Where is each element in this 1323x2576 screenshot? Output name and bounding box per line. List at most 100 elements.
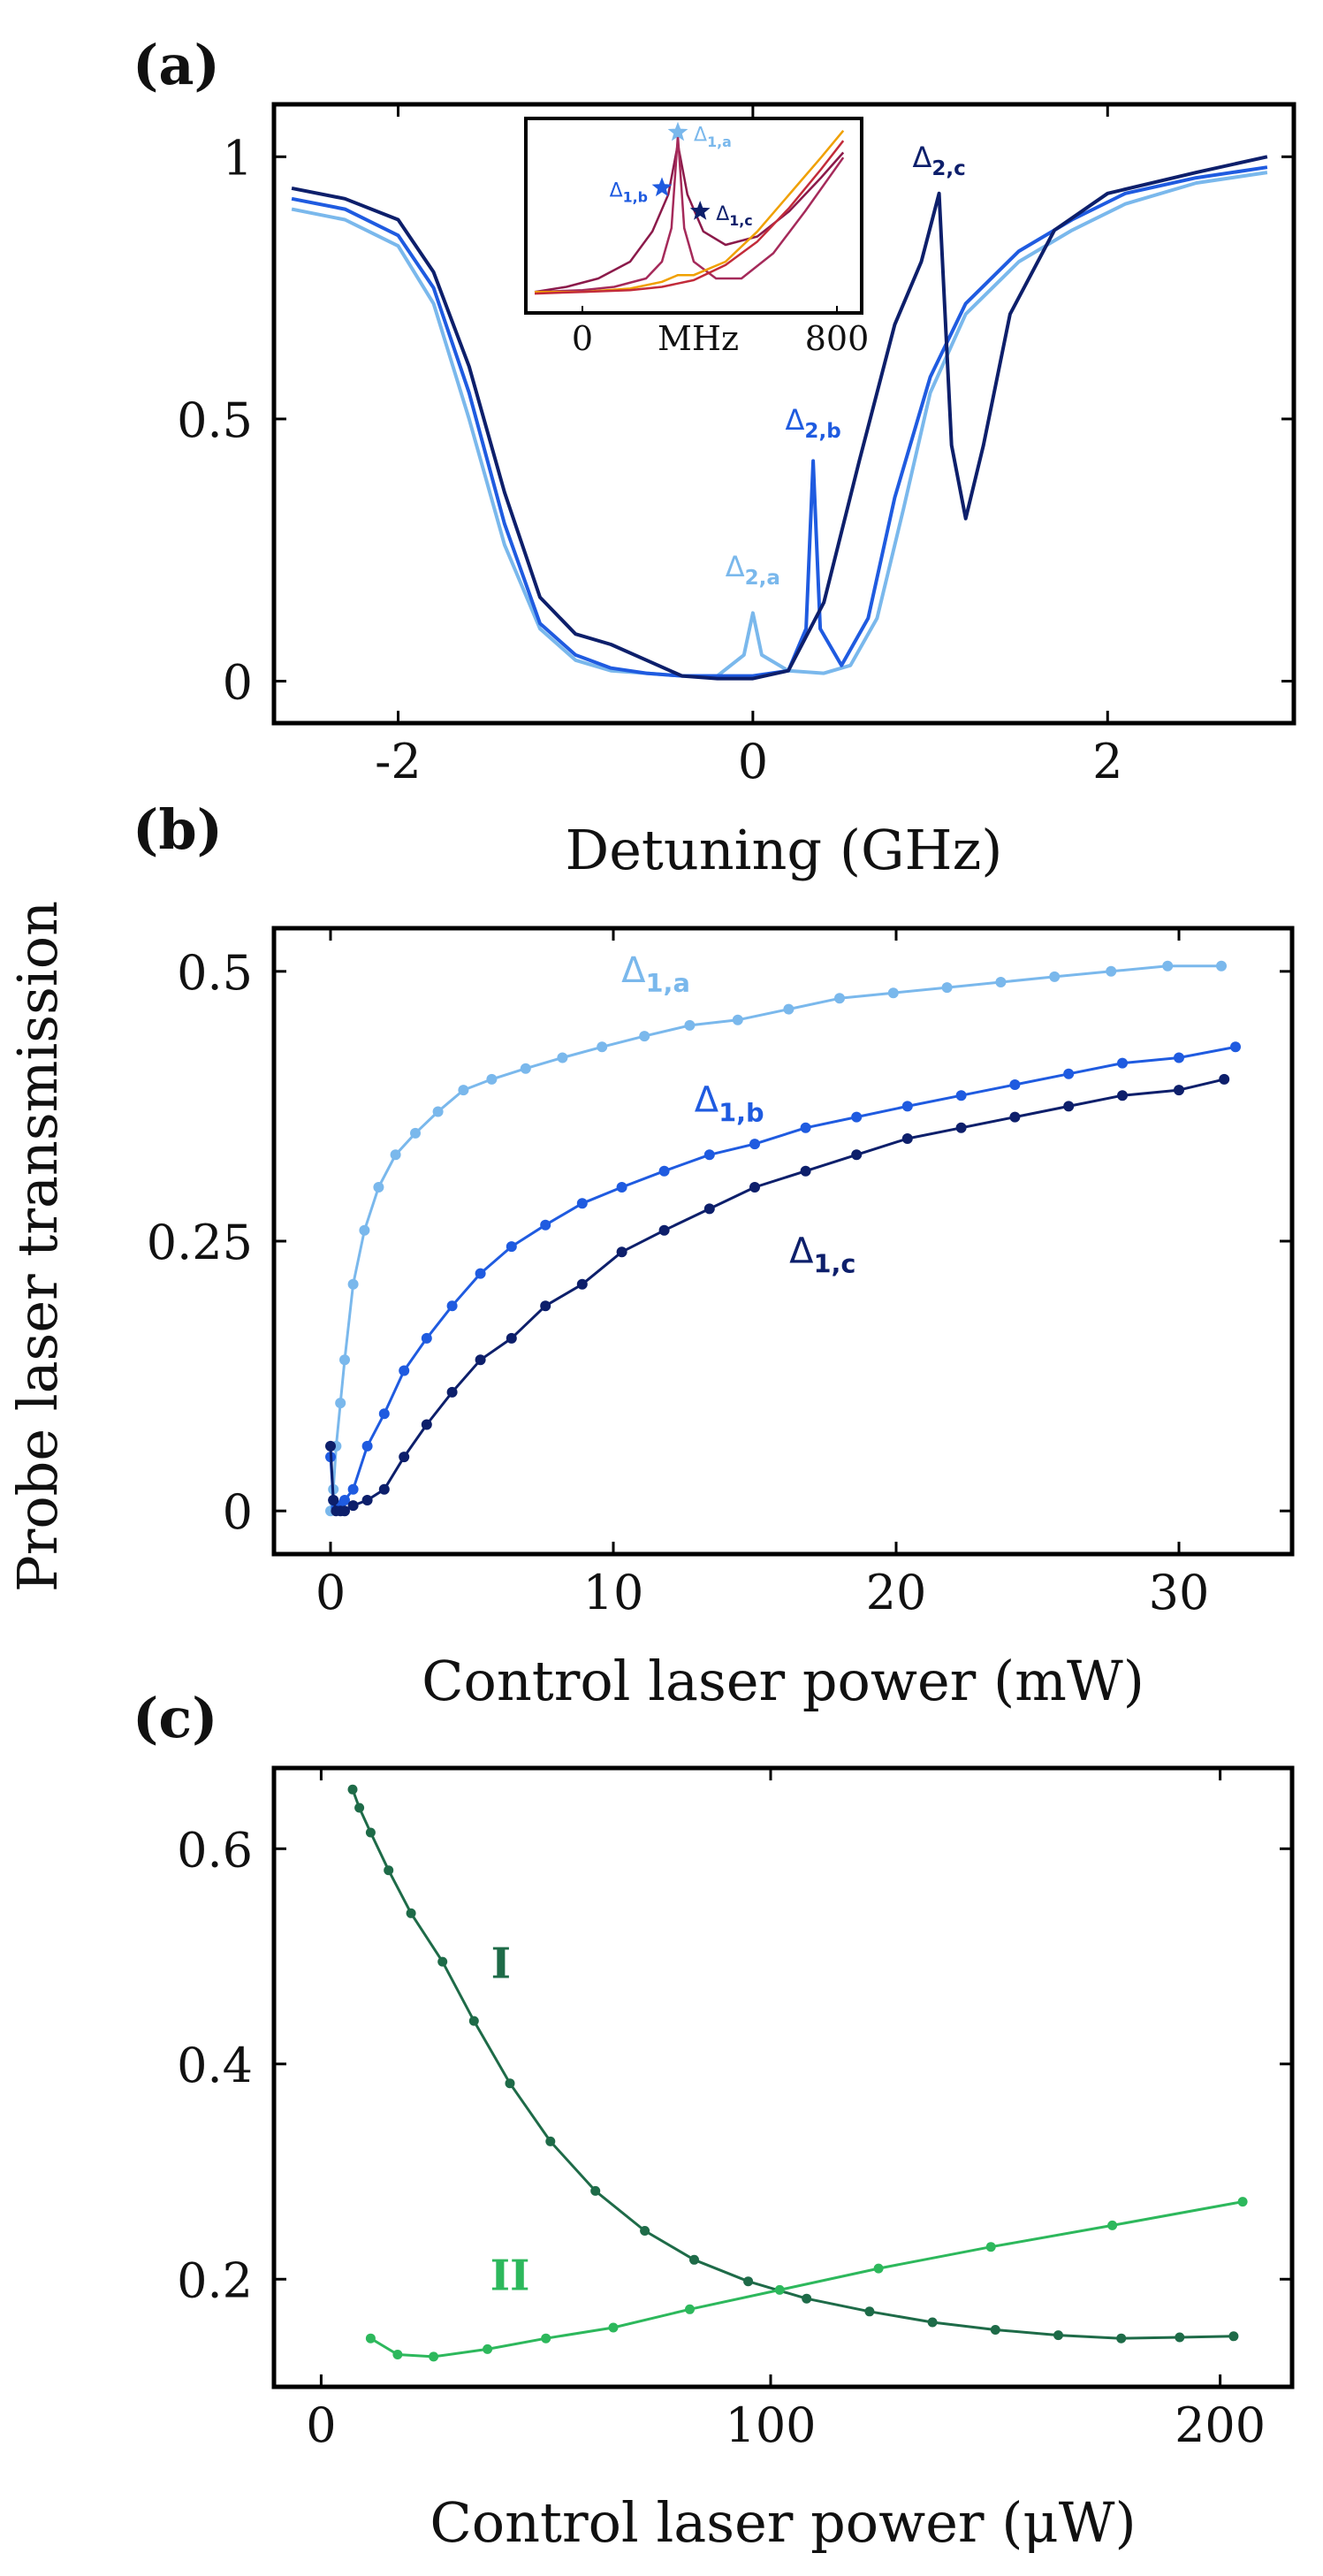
- power-series-point: [955, 1090, 967, 1101]
- microwatt-series-point: [1228, 2331, 1239, 2342]
- x-tick-label: 0: [316, 1565, 346, 1620]
- microwatt-series-point: [384, 1865, 394, 1876]
- power-series-point: [576, 1278, 588, 1290]
- x-tick-label: 10: [583, 1565, 644, 1620]
- power-series-point: [373, 1182, 384, 1193]
- microwatt-series-point: [1175, 2332, 1185, 2343]
- panel-a-letter: (a): [133, 33, 220, 97]
- series-annotation: II: [490, 2251, 530, 2300]
- microwatt-series-point: [347, 1784, 358, 1795]
- power-series-point: [1162, 960, 1174, 972]
- microwatt-series-point: [1237, 2197, 1248, 2207]
- inset-x-axis-label: MHz: [658, 319, 739, 358]
- power-series-point: [361, 1440, 373, 1452]
- power-series-point: [955, 1122, 967, 1133]
- inset-series-red: [534, 140, 845, 295]
- power-series-point: [800, 1165, 811, 1177]
- microwatt-series-point: [365, 2333, 376, 2344]
- microwatt-series-point: [483, 2344, 493, 2354]
- microwatt-series-point: [468, 2016, 479, 2026]
- y-tick-label: 0: [223, 1484, 253, 1540]
- panel-a-chart: Δ2,a Δ2,b Δ2,c -2 0 2 0 0.5 1 Detuning (GHz) Δ1,a Δ…: [177, 102, 1296, 882]
- power-series-point: [446, 1300, 458, 1312]
- panel-c-letter: (c): [133, 1686, 217, 1750]
- power-series-point: [995, 977, 1007, 987]
- power-series-point: [378, 1483, 390, 1495]
- microwatt-series-point: [927, 2317, 938, 2328]
- y-tick-label: 0.5: [177, 392, 253, 448]
- power-series-point: [486, 1073, 498, 1085]
- power-series-point: [1117, 1057, 1128, 1069]
- y-tick-label: 0.6: [177, 1822, 253, 1878]
- x-tick-label: 2: [1092, 734, 1122, 789]
- x-tick-label: -2: [375, 734, 422, 789]
- power-series-point: [540, 1219, 551, 1231]
- power-series-point: [1009, 1079, 1021, 1090]
- microwatt-series-point: [864, 2306, 875, 2317]
- panel-b-letter: (b): [133, 797, 223, 862]
- microwatt-series-point: [990, 2325, 1000, 2335]
- y-tick-label: 0.25: [147, 1215, 253, 1270]
- microwatt-series-point: [354, 1802, 365, 1813]
- series-annotation: Δ1,a: [621, 950, 690, 998]
- power-series-point: [1174, 1085, 1184, 1096]
- power-series-point: [446, 1386, 458, 1398]
- microwatt-series-point: [685, 2304, 695, 2314]
- microwatt-series-point: [505, 2078, 515, 2089]
- power-series-point: [783, 1003, 795, 1015]
- x-tick-label: 100: [725, 2397, 816, 2453]
- power-series-point: [851, 1111, 863, 1123]
- power-series-point: [658, 1165, 670, 1177]
- inset-series-maroon-a: [534, 142, 845, 293]
- power-series-point: [576, 1198, 588, 1209]
- microwatt-series-point: [1116, 2333, 1127, 2344]
- power-series-point: [1106, 965, 1117, 977]
- power-series-point: [1219, 1073, 1230, 1085]
- detuning-series-a: [291, 171, 1268, 678]
- power-series-point: [887, 987, 899, 999]
- inset-marker-label: Δ1,c: [716, 203, 752, 229]
- power-series-point: [328, 1495, 339, 1505]
- power-series-point: [325, 1440, 336, 1452]
- power-series-point: [1009, 1111, 1021, 1123]
- microwatt-series-point: [392, 2350, 403, 2359]
- power-series-point: [347, 1483, 359, 1495]
- power-series-point: [475, 1354, 486, 1366]
- detuning-series-c: [291, 155, 1268, 681]
- power-series-point: [901, 1101, 913, 1112]
- peak-label-b: Δ2,b: [786, 403, 841, 443]
- microwatt-series-point: [774, 2284, 785, 2295]
- power-series-point: [901, 1133, 913, 1144]
- peak-label-c: Δ2,c: [912, 141, 965, 180]
- y-tick-label: 0.4: [177, 2038, 253, 2093]
- power-series-point: [851, 1149, 863, 1161]
- plot-frame: [271, 102, 1296, 726]
- power-series-point: [941, 982, 953, 994]
- inset-marker-label: Δ1,a: [694, 125, 732, 150]
- x-tick-label: 0: [738, 734, 768, 789]
- x-axis-label: Control laser power (μW): [430, 2490, 1136, 2555]
- microwatt-series-point: [689, 2254, 699, 2265]
- peak-label-a: Δ2,a: [726, 550, 780, 590]
- power-series-point: [1230, 1041, 1241, 1053]
- y-tick-label: 0: [223, 655, 253, 711]
- power-series-point: [399, 1365, 410, 1376]
- series-annotation: Δ1,c: [789, 1231, 855, 1278]
- power-series-point: [703, 1149, 715, 1161]
- power-series-point: [520, 1063, 531, 1074]
- power-series-point: [1063, 1068, 1075, 1079]
- microwatt-series-point: [608, 2322, 619, 2333]
- series-annotation: I: [491, 1939, 511, 1988]
- power-series-point: [390, 1149, 401, 1161]
- power-series-point: [361, 1495, 373, 1505]
- microwatt-series-point: [802, 2293, 812, 2304]
- microwatt-series-line: [351, 1788, 1234, 2340]
- power-series-point: [378, 1408, 390, 1420]
- power-series-point: [421, 1419, 432, 1430]
- power-series-point: [339, 1505, 350, 1517]
- series-annotation: Δ1,b: [695, 1080, 764, 1128]
- power-series-point: [1049, 971, 1061, 982]
- microwatt-series-point: [541, 2333, 551, 2344]
- microwatt-series-point: [985, 2242, 996, 2252]
